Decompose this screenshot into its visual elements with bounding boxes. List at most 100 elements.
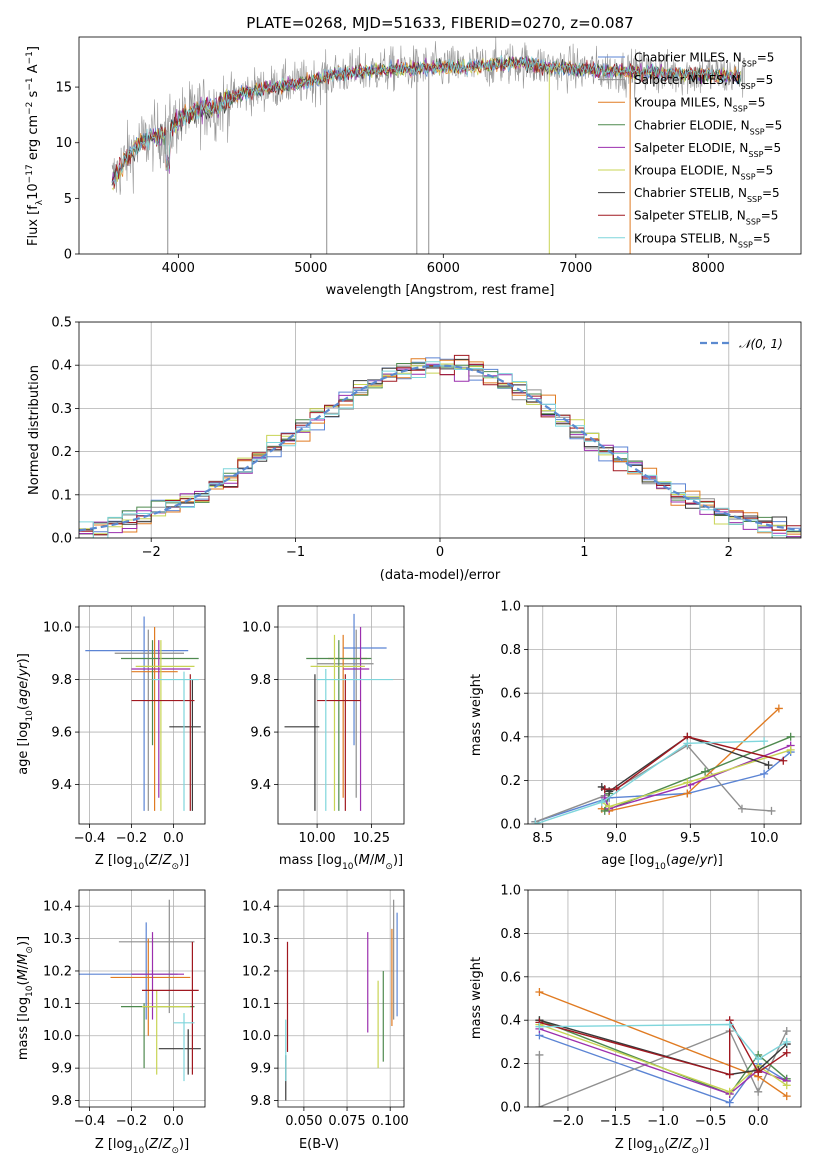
- weight-point: [683, 778, 692, 787]
- weight-z-panel: Z [log10(Z/Z⊙)] mass weight −2.0 −1.5 −1.0…: [469, 884, 802, 1156]
- weight-series-line: [604, 736, 784, 790]
- weight-age-panel: age [log10(age/yr)] mass weight 8.5 9.0 9.…: [469, 600, 802, 872]
- weight-point: [782, 1027, 791, 1036]
- legend-label: Salpeter ELODIE, NSSP=5: [634, 141, 781, 159]
- spectrum-series-line: [111, 57, 741, 191]
- y-tick-label: 0.8: [500, 643, 521, 658]
- y-tick-label: 9.6: [250, 726, 271, 741]
- histogram-step: [79, 357, 801, 533]
- weight-point: [754, 1068, 763, 1077]
- mass-ebv-panel: E(B-V) 0.050 0.075 0.100 9.8 9.9 10.0 10.1 10.2…: [242, 889, 409, 1152]
- weight-age-xlabel: age [log10(age/yr)]: [601, 853, 723, 872]
- x-tick-label: 0.050: [285, 1114, 322, 1129]
- y-tick-label: 0.2: [500, 774, 521, 789]
- weight-point: [725, 1020, 734, 1029]
- legend-label: Kroupa ELODIE, NSSP=5: [634, 164, 773, 182]
- legend-label: Salpeter STELIB, NSSP=5: [634, 209, 778, 227]
- legend-label: Chabrier STELIB, NSSP=5: [634, 186, 780, 204]
- x-tick-label: −1.5: [600, 1114, 632, 1129]
- weight-point: [701, 767, 710, 776]
- x-tick-label: 7000: [559, 261, 592, 276]
- weight-point: [531, 820, 540, 824]
- weight-point: [683, 739, 692, 748]
- weight-point: [597, 798, 606, 807]
- weight-series-line: [539, 1019, 788, 1095]
- plot-area: [79, 606, 205, 824]
- mass-z-ylabel: mass [log10(M/M⊙)]: [16, 936, 35, 1060]
- y-tick-label: 0.0: [500, 818, 521, 833]
- x-tick-label: −2.0: [552, 1114, 584, 1129]
- weight-point: [535, 1103, 544, 1107]
- weight-point: [535, 1050, 544, 1059]
- axes-frame: [527, 889, 802, 1108]
- y-tick-label: 9.8: [250, 1094, 271, 1109]
- weight-point: [774, 704, 783, 713]
- mass-z-panel: Z [log10(Z/Z⊙)] mass [log10(M/M⊙)] −0.4−…: [16, 889, 206, 1156]
- plot-area: [528, 890, 801, 1107]
- y-tick-label: 5: [64, 192, 72, 207]
- x-tick-label: 0.0: [748, 1114, 769, 1129]
- weight-point: [786, 732, 795, 741]
- plot-area: [79, 322, 801, 538]
- axes-frame: [78, 36, 802, 255]
- plot-area: [79, 890, 205, 1107]
- x-tick-label: 9.5: [680, 831, 701, 846]
- y-tick-label: 10.4: [242, 900, 271, 915]
- y-tick-label: 0.4: [500, 730, 521, 745]
- y-tick-label: 9.6: [51, 726, 72, 741]
- age-z-ylabel: age [log10(age/yr)]: [16, 653, 35, 775]
- weight-point: [600, 785, 609, 794]
- x-tick-label: −0.4: [74, 1114, 106, 1129]
- spectrum-panel: wavelength [Angstrom, rest frame] Flux […: [25, 36, 802, 298]
- plot-area: [111, 37, 746, 254]
- y-tick-label: 10.0: [242, 1029, 271, 1044]
- x-tick-label: 8000: [692, 261, 725, 276]
- y-tick-label: 10.3: [242, 932, 271, 947]
- age-z-panel: Z [log10(Z/Z⊙)] age [log10(age/yr)] −0.4…: [16, 605, 206, 872]
- legend-label: Chabrier MILES, NSSP=5: [634, 51, 774, 69]
- y-tick-label: 10.2: [43, 964, 72, 979]
- weight-point: [782, 1092, 791, 1101]
- plot-area: [528, 606, 801, 824]
- x-tick-label: −1.0: [647, 1114, 679, 1129]
- y-tick-label: 9.9: [51, 1062, 72, 1077]
- weight-point: [683, 789, 692, 798]
- y-tick-label: 9.8: [51, 1094, 72, 1109]
- age-mass-panel: mass [log10(M/M⊙)] 10.00 10.25 9.4 9.6 9.8 10…: [242, 605, 405, 872]
- y-tick-label: 10.0: [43, 1029, 72, 1044]
- y-tick-label: 0.0: [500, 1101, 521, 1116]
- y-tick-label: 10.3: [43, 932, 72, 947]
- weight-point: [535, 987, 544, 996]
- y-tick-label: 9.9: [250, 1062, 271, 1077]
- histogram-xlabel: (data-model)/error: [380, 568, 501, 583]
- weight-point: [737, 804, 746, 813]
- x-tick-label: −0.2: [116, 831, 148, 846]
- y-tick-label: 1.0: [500, 884, 521, 899]
- weight-point: [764, 761, 773, 770]
- spectrum-title: PLATE=0268, MJD=51633, FIBERID=0270, z=0…: [246, 14, 633, 32]
- y-tick-label: 10.4: [43, 900, 72, 915]
- axes-frame: [78, 889, 206, 1108]
- weight-point: [782, 1037, 791, 1046]
- x-tick-label: 10.00: [298, 831, 335, 846]
- plot-area: [278, 890, 404, 1107]
- x-tick-label: −0.5: [695, 1114, 727, 1129]
- age-mass-xlabel: mass [log10(M/M⊙)]: [279, 853, 403, 872]
- legend-label: Salpeter MILES, NSSP=5: [634, 73, 773, 91]
- histogram-panel: (data-model)/error Normed distribution −…: [27, 316, 802, 583]
- y-tick-label: 10.0: [242, 621, 271, 636]
- weight-point: [786, 745, 795, 754]
- y-tick-label: 9.8: [250, 673, 271, 688]
- x-tick-label: 10.25: [353, 831, 390, 846]
- spectrum-ylabel: Flux [fλ10−17 erg cm−2 s−1 A−1]: [25, 46, 45, 246]
- weight-series-line: [601, 749, 791, 808]
- weight-z-xlabel: Z [log10(Z/Z⊙)]: [615, 1137, 709, 1156]
- weight-point: [767, 806, 776, 815]
- age-z-xlabel: Z [log10(Z/Z⊙)]: [95, 853, 189, 872]
- x-tick-label: 5000: [294, 261, 327, 276]
- histogram-step: [79, 354, 801, 536]
- weight-point: [535, 1022, 544, 1031]
- y-tick-label: 0: [64, 248, 72, 263]
- y-tick-label: 0.0: [51, 532, 72, 547]
- weight-age-ylabel: mass weight: [469, 674, 484, 756]
